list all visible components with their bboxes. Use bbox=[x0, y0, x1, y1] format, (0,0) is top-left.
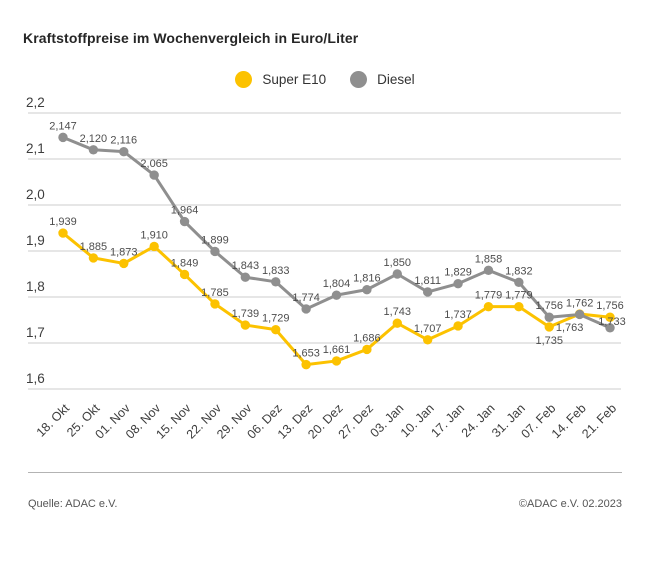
data-point-value-label: 1,811 bbox=[414, 275, 441, 287]
chart-title: Kraftstoffpreise im Wochenvergleich in E… bbox=[23, 30, 359, 46]
y-tick-label: 2,1 bbox=[26, 141, 45, 156]
diesel-dot-icon bbox=[350, 71, 368, 88]
x-tick-label: 21. Feb bbox=[579, 401, 619, 441]
copyright-label: ©ADAC e.V. 02.2023 bbox=[518, 498, 622, 510]
footer-divider bbox=[28, 472, 622, 473]
data-point-value-label: 1,804 bbox=[323, 278, 351, 290]
data-point-value-label: 1,910 bbox=[140, 229, 168, 241]
data-point bbox=[210, 246, 220, 257]
data-point bbox=[362, 344, 372, 355]
data-point bbox=[514, 277, 524, 287]
data-point-value-label: 1,762 bbox=[566, 297, 594, 309]
data-point bbox=[544, 322, 554, 332]
data-point-value-label: 1,707 bbox=[414, 323, 442, 335]
data-point bbox=[453, 278, 463, 289]
data-point bbox=[331, 290, 342, 300]
legend-label-diesel: Diesel bbox=[377, 72, 415, 87]
data-point-value-label: 1,729 bbox=[262, 313, 290, 325]
data-point bbox=[119, 146, 129, 157]
data-point bbox=[210, 299, 220, 309]
data-point bbox=[179, 269, 190, 280]
data-point bbox=[483, 265, 494, 276]
data-point bbox=[301, 304, 311, 314]
data-point-value-label: 1,774 bbox=[292, 292, 320, 304]
data-point-value-label: 1,653 bbox=[292, 348, 320, 360]
data-point-value-label: 2,120 bbox=[80, 133, 108, 145]
data-point bbox=[149, 241, 159, 252]
data-point-value-label: 1,850 bbox=[384, 257, 412, 269]
data-point bbox=[362, 284, 372, 295]
data-point bbox=[605, 323, 615, 333]
data-point bbox=[301, 359, 311, 370]
data-point-value-label: 1,832 bbox=[505, 265, 533, 277]
legend-item-super-e10: Super E10 bbox=[235, 71, 326, 88]
data-point-value-label: 1,756 bbox=[596, 300, 624, 312]
data-point-value-label: 1,686 bbox=[353, 332, 381, 344]
data-point bbox=[240, 272, 251, 282]
data-point-value-label: 1,756 bbox=[535, 300, 563, 312]
data-point-value-label: 1,899 bbox=[201, 234, 229, 246]
data-point-value-label: 1,873 bbox=[110, 246, 138, 258]
y-tick-label: 1,8 bbox=[26, 279, 45, 294]
y-tick-label: 1,7 bbox=[26, 325, 45, 340]
data-point-value-label: 1,737 bbox=[444, 309, 472, 321]
super-e10-dot-icon bbox=[235, 71, 253, 88]
data-point bbox=[514, 301, 524, 312]
data-point bbox=[149, 170, 159, 180]
data-point bbox=[88, 253, 99, 263]
data-point bbox=[422, 335, 433, 345]
data-point bbox=[271, 324, 281, 335]
data-point bbox=[392, 269, 402, 279]
x-tick-label: 18. Okt bbox=[34, 401, 73, 440]
legend-label-super-e10: Super E10 bbox=[262, 72, 327, 87]
data-point-value-label: 1,763 bbox=[556, 322, 584, 334]
data-point bbox=[574, 309, 585, 320]
chart-legend: Super E10 Diesel bbox=[0, 71, 650, 88]
data-point-value-label: 1,733 bbox=[598, 316, 626, 328]
data-point bbox=[392, 318, 402, 328]
source-label: Quelle: ADAC e.V. bbox=[28, 498, 118, 510]
legend-item-diesel: Diesel bbox=[350, 71, 415, 88]
data-point-value-label: 2,065 bbox=[140, 158, 168, 170]
data-point-value-label: 1,661 bbox=[323, 344, 351, 356]
y-tick-label: 1,6 bbox=[26, 371, 45, 386]
data-point bbox=[544, 312, 554, 322]
data-point-value-label: 1,939 bbox=[49, 216, 77, 228]
data-point bbox=[453, 321, 463, 331]
data-point bbox=[58, 228, 68, 238]
data-point-value-label: 1,739 bbox=[232, 308, 260, 320]
data-point-value-label: 1,858 bbox=[475, 253, 503, 265]
data-point bbox=[331, 356, 342, 366]
data-point-value-label: 1,785 bbox=[201, 287, 229, 299]
data-point bbox=[605, 312, 615, 322]
y-tick-label: 2,0 bbox=[26, 187, 45, 202]
data-point-value-label: 1,816 bbox=[353, 273, 381, 285]
data-point-value-label: 1,743 bbox=[384, 306, 412, 318]
data-point-value-label: 1,885 bbox=[80, 241, 108, 253]
data-point-value-label: 1,964 bbox=[171, 205, 199, 217]
data-point-value-label: 1,833 bbox=[262, 265, 290, 277]
data-point bbox=[483, 301, 494, 312]
data-point-value-label: 1,849 bbox=[171, 257, 199, 269]
y-tick-label: 1,9 bbox=[26, 233, 45, 248]
data-point-value-label: 2,116 bbox=[110, 135, 137, 147]
data-point-value-label: 1,779 bbox=[505, 290, 533, 302]
data-point bbox=[88, 145, 99, 155]
data-point-value-label: 1,843 bbox=[232, 260, 260, 272]
data-point bbox=[240, 320, 251, 330]
data-point-value-label: 1,829 bbox=[444, 267, 472, 279]
data-point bbox=[422, 287, 433, 297]
data-point bbox=[179, 216, 190, 227]
data-point-value-label: 1,735 bbox=[535, 335, 563, 347]
y-tick-label: 2,2 bbox=[26, 95, 45, 110]
data-point-value-label: 2,147 bbox=[49, 120, 77, 132]
data-point bbox=[271, 277, 281, 287]
data-point bbox=[119, 258, 129, 269]
data-point-value-label: 1,779 bbox=[475, 290, 503, 302]
data-point bbox=[58, 132, 68, 143]
